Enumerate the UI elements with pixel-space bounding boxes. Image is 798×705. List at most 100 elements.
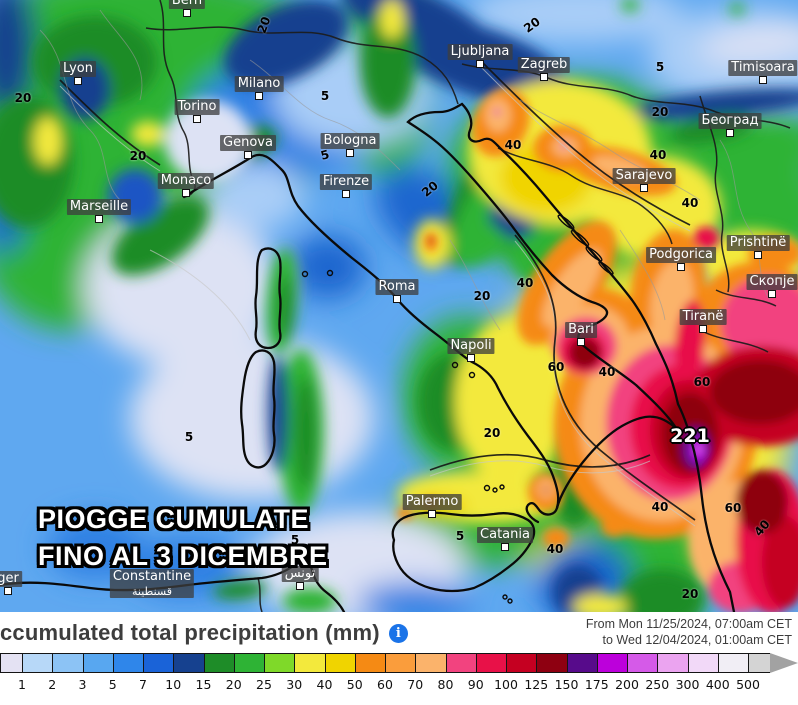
precip-blobs-intense <box>397 89 798 612</box>
color-scale-tick-label: 10 <box>165 677 182 692</box>
city-label: Podgorica <box>646 247 716 263</box>
color-scale-tick-label: 3 <box>78 677 87 692</box>
color-scale-cell <box>174 654 205 672</box>
color-scale-cell <box>658 654 689 672</box>
contour-label-20: 20 <box>473 289 491 303</box>
contour-label-40: 40 <box>651 500 669 514</box>
forecast-period-from: From Mon 11/25/2024, 07:00am CET <box>585 617 792 631</box>
overlay-line-2: FINO AL 3 DICEMBRE <box>38 541 328 571</box>
contour-label-20: 20 <box>129 149 147 163</box>
color-scale-cell <box>386 654 417 672</box>
map-canvas[interactable]: Bern Lyon Milano Torino Genova Bologna Monaco M… <box>0 0 798 612</box>
color-scale-arrow <box>770 653 798 673</box>
city-marker <box>255 92 263 100</box>
color-scale-cell <box>628 654 659 672</box>
color-scale-tick-label: 60 <box>377 677 393 692</box>
city-marker <box>4 587 12 595</box>
color-scale-cell <box>537 654 568 672</box>
color-scale-tick-label: 200 <box>615 677 639 692</box>
city-label: Ljubljana <box>447 44 513 60</box>
city-marker <box>428 510 436 518</box>
city-marker <box>754 251 762 259</box>
city-label: Prishtinë <box>726 235 790 251</box>
color-scale-cell <box>688 654 719 672</box>
contour-label-5: 5 <box>455 529 465 543</box>
color-scale-cell <box>446 654 477 672</box>
info-icon[interactable]: i <box>388 623 408 643</box>
contour-label-60: 60 <box>693 375 711 389</box>
city-label: تونس <box>281 566 319 582</box>
city-marker <box>640 184 648 192</box>
legend-title: ccumulated total precipitation (mm) <box>0 620 380 645</box>
city-label: Catania <box>477 527 533 543</box>
city-label: Torino <box>174 99 220 115</box>
color-scale-tick-label: 500 <box>736 677 760 692</box>
color-scale-cell <box>749 654 771 672</box>
color-scale-labels: 1 2 3 5 7 10 15 20 25 30 40 50 60 70 80 90 100 125 150 175 2… <box>0 677 798 693</box>
city-marker <box>193 115 201 123</box>
city-marker <box>182 189 190 197</box>
color-scale-tick-label: 15 <box>195 677 212 692</box>
color-scale-cell <box>416 654 447 672</box>
city-label: Roma <box>375 279 419 295</box>
color-scale-tick-label: 7 <box>139 677 147 692</box>
color-scale-tick-label: 5 <box>108 677 117 692</box>
color-scale-cell <box>144 654 175 672</box>
city-label: Tiranë <box>679 309 727 325</box>
city-label: Napoli <box>447 338 495 354</box>
contour-label-5: 5 <box>290 533 300 547</box>
city-label: Sarajevo <box>612 168 676 184</box>
color-scale-cell <box>507 654 538 672</box>
color-scale-tick-label: 150 <box>554 677 579 692</box>
contour-label-40: 40 <box>649 148 667 162</box>
color-scale-cell <box>204 654 235 672</box>
forecast-period: From Mon 11/25/2024, 07:00am CET to Wed … <box>586 616 792 648</box>
contour-label-60: 60 <box>724 501 742 515</box>
city-marker <box>476 60 484 68</box>
contour-label-40: 40 <box>516 276 534 290</box>
precipitation-field <box>0 0 798 612</box>
city-label-subtext: قسنطينة <box>132 585 172 598</box>
city-marker <box>244 151 252 159</box>
color-scale-cell <box>83 654 114 672</box>
islands <box>301 214 614 604</box>
contour-label-40: 40 <box>504 138 522 152</box>
city-marker <box>95 215 103 223</box>
city-label: Lyon <box>60 61 96 77</box>
contour-label-5: 5 <box>184 430 194 444</box>
color-scale-tick-label: 125 <box>524 677 549 692</box>
color-scale-cell <box>325 654 356 672</box>
color-scale-cell <box>295 654 326 672</box>
color-scale-tick-label: 175 <box>584 677 609 692</box>
color-scale-cell <box>567 654 598 672</box>
footer-bar: ccumulated total precipitation (mm) i Fr… <box>0 612 798 705</box>
color-scale-tick-label: 40 <box>316 677 333 692</box>
city-label: Genova <box>220 135 276 151</box>
map-overlay-title: PIOGGE CUMULATE FINO AL 3 DICEMBRE <box>38 501 328 575</box>
color-scale-tick-label: 100 <box>494 677 518 692</box>
city-marker <box>677 263 685 271</box>
color-scale-tick-label: 20 <box>225 677 242 692</box>
city-marker <box>342 190 350 198</box>
color-scale-tick-label: 300 <box>675 677 700 692</box>
city-label: Monaco <box>157 173 215 189</box>
city-label: Constantine قسنطينة <box>109 569 195 598</box>
city-marker <box>74 77 82 85</box>
city-label: Bari <box>565 322 597 338</box>
city-marker <box>501 543 509 551</box>
city-marker <box>768 290 776 298</box>
color-scale-tick-label: 25 <box>256 677 272 692</box>
forecast-period-to: to Wed 12/04/2024, 01:00am CET <box>602 633 792 647</box>
color-scale-tick-label: 70 <box>407 677 424 692</box>
color-scale-cell <box>1 654 23 672</box>
city-label: ger <box>0 571 22 587</box>
city-marker <box>759 76 767 84</box>
contour-label-40: 40 <box>546 542 564 556</box>
city-label: Milano <box>234 76 284 92</box>
city-marker <box>577 338 585 346</box>
city-label: Bologna <box>320 133 380 149</box>
color-scale-cell <box>53 654 84 672</box>
city-marker <box>467 354 475 362</box>
color-scale-tick-label: 90 <box>467 677 484 692</box>
color-scale-cell <box>265 654 296 672</box>
